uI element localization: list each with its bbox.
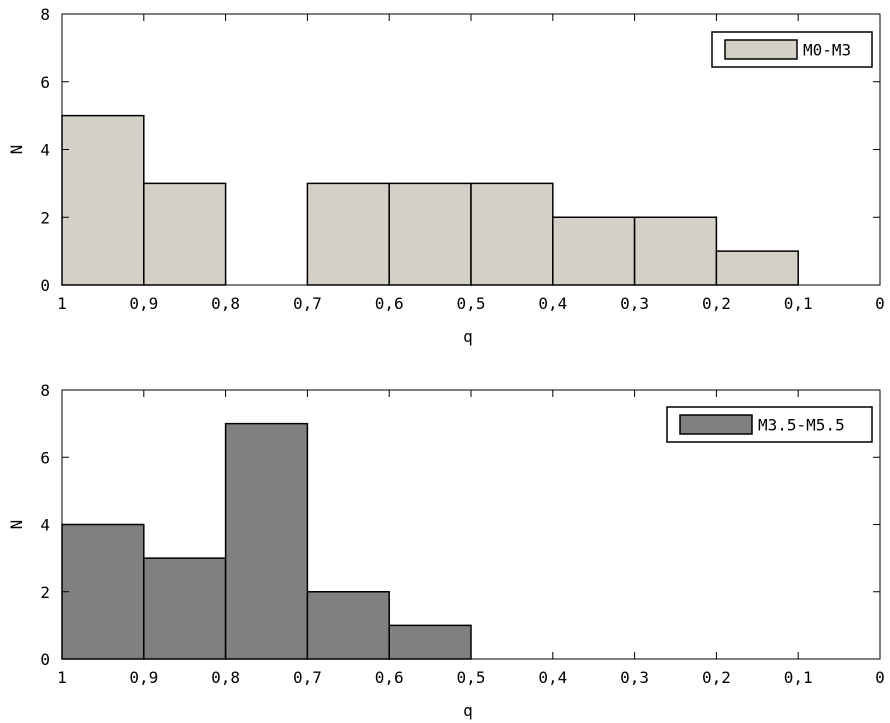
- y-axis-label: N: [7, 520, 26, 530]
- x-tick-label: 0: [875, 668, 885, 687]
- histogram-bar: [61, 523, 145, 660]
- x-tick-label: 0,2: [702, 294, 731, 313]
- histogram-bar: [306, 591, 390, 660]
- x-tick-label: 0: [875, 294, 885, 313]
- x-tick-label: 1: [57, 294, 67, 313]
- x-tick-label: 0,9: [129, 668, 158, 687]
- y-tick-label: 6: [40, 73, 50, 92]
- x-tick-label: 0,2: [702, 668, 731, 687]
- histogram-bar: [388, 182, 472, 286]
- x-tick-label: 0,4: [538, 668, 567, 687]
- y-tick-label: 0: [40, 276, 50, 295]
- histogram-bar: [388, 624, 472, 660]
- histogram-bar: [633, 216, 718, 286]
- y-tick-label: 2: [40, 208, 50, 227]
- legend-label: M3.5-M5.5: [758, 416, 845, 435]
- x-tick-label: 0,3: [620, 668, 649, 687]
- y-tick-label: 4: [40, 516, 50, 535]
- y-tick-label: 0: [40, 650, 50, 669]
- y-tick-label: 8: [40, 5, 50, 24]
- histogram-bar: [143, 182, 227, 286]
- histogram-bar: [61, 114, 145, 286]
- x-tick-label: 0,6: [375, 668, 404, 687]
- x-axis-label: q: [463, 327, 473, 346]
- x-tick-label: 0,7: [293, 668, 322, 687]
- x-tick-label: 0,1: [784, 668, 813, 687]
- x-tick-label: 0,7: [293, 294, 322, 313]
- legend-swatch: [724, 39, 798, 60]
- legend-label: M0-M3: [803, 41, 851, 60]
- histogram-bar: [306, 182, 390, 286]
- y-axis-label: N: [7, 145, 26, 155]
- y-tick-label: 2: [40, 583, 50, 602]
- histogram-bar: [224, 422, 309, 660]
- x-tick-label: 1: [57, 668, 67, 687]
- y-tick-label: 6: [40, 448, 50, 467]
- x-tick-label: 0,6: [375, 294, 404, 313]
- histogram-bar: [470, 182, 554, 286]
- histogram-bar: [715, 250, 799, 286]
- x-tick-label: 0,9: [129, 294, 158, 313]
- y-tick-label: 8: [40, 381, 50, 400]
- legend-swatch: [679, 414, 753, 435]
- chart-panel-2: 1 0,9 0,8 0,7 0,6 0,5 0,4 0,3 0,2 0,1 0 0 2 4 6 8 q N M3.5…: [7, 381, 885, 720]
- x-tick-label: 0,5: [457, 294, 486, 313]
- x-axis-label: q: [463, 701, 473, 720]
- chart-panel-1: 1 0,9 0,8 0,7 0,6 0,5 0,4 0,3 0,2 0,1 0 0 2 4 6 8 q N M0-M…: [7, 5, 885, 346]
- x-tick-label: 0,3: [620, 294, 649, 313]
- x-tick-label: 0,8: [211, 294, 240, 313]
- y-tick-label: 4: [40, 141, 50, 160]
- x-tick-label: 0,1: [784, 294, 813, 313]
- histogram-bar: [552, 216, 636, 286]
- histogram-bar: [143, 557, 227, 660]
- x-tick-label: 0,4: [538, 294, 567, 313]
- x-tick-label: 0,5: [457, 668, 486, 687]
- x-tick-label: 0,8: [211, 668, 240, 687]
